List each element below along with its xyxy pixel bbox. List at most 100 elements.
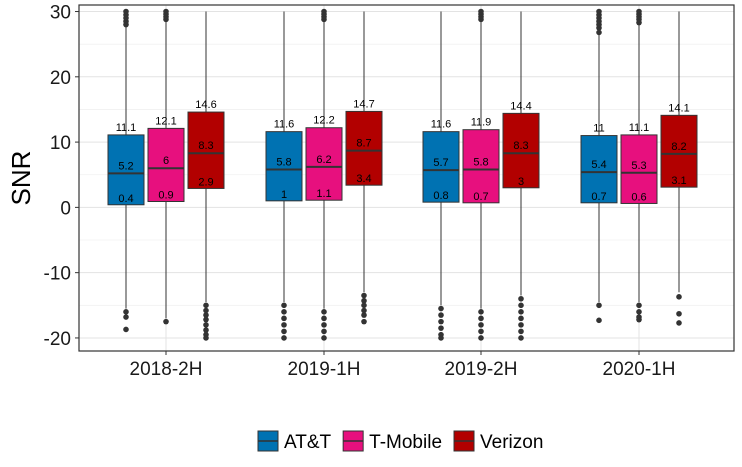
box-iqr [345, 110, 383, 186]
q3-label: 11.1 [629, 122, 650, 134]
outlier-point [361, 307, 367, 314]
q3-label: 14.6 [195, 99, 216, 111]
outlier-point [281, 328, 287, 335]
q3-label: 12.1 [155, 115, 176, 127]
box-t-mobile-2018-2H: 12.1 6 0.9 [147, 8, 185, 325]
outlier-point [203, 302, 209, 309]
outlier-point [518, 302, 524, 309]
legend-item-t-mobile: T-Mobile [342, 430, 442, 453]
q3-label: 14.7 [353, 98, 374, 110]
outlier-point [321, 335, 327, 341]
median-label: 5.8 [276, 157, 291, 169]
outlier-point [518, 335, 524, 341]
outlier-point [438, 335, 444, 341]
box-at-t-2020-1H: 11 5.4 0.7 [580, 8, 618, 324]
outlier-point [478, 322, 484, 328]
outlier-point [636, 8, 642, 15]
outlier-point [163, 8, 169, 15]
q1-label: 2.9 [198, 176, 213, 188]
box-verizon-2018-2H: 14.6 8.3 2.9 [187, 11, 225, 341]
outlier-point [596, 8, 602, 15]
box-iqr [422, 131, 460, 203]
q1-label: 0.7 [591, 191, 606, 203]
outlier-point [478, 315, 484, 322]
box-at-t-2018-2H: 11.1 5.2 0.4 [107, 8, 145, 333]
box-iqr [502, 112, 540, 189]
outlier-point [321, 309, 327, 315]
median-label: 5.2 [118, 160, 133, 172]
outlier-point [203, 322, 209, 328]
outlier-point [676, 320, 682, 326]
median-label: 5.4 [591, 159, 606, 171]
legend-item-verizon: Verizon [453, 430, 543, 453]
box-t-mobile-2019-1H: 12.2 6.2 1.1 [305, 8, 343, 341]
outlier-point [518, 309, 524, 315]
q1-label: 0.7 [473, 191, 488, 203]
outlier-point [203, 335, 209, 341]
outlier-point [596, 302, 602, 309]
outlier-point [518, 315, 524, 322]
y-tick-label: 10 [50, 133, 71, 154]
outlier-point [203, 316, 209, 323]
outlier-point [438, 312, 444, 318]
outlier-point [636, 309, 642, 315]
median-label: 8.3 [513, 140, 528, 152]
median-label: 8.2 [671, 141, 686, 153]
y-axis: -20 -10 0 10 20 30 [44, 3, 79, 350]
outlier-point [123, 8, 129, 15]
box-at-t-2019-1H: 11.6 5.8 1 [265, 11, 303, 341]
box-t-mobile-2019-2H: 11.9 5.8 0.7 [462, 8, 500, 341]
y-tick-label: -20 [44, 329, 71, 350]
y-tick-label: -10 [44, 264, 71, 285]
outlier-point [361, 312, 367, 318]
median-label: 8.7 [356, 138, 371, 150]
outlier-point [478, 309, 484, 315]
q3-label: 11.6 [431, 119, 452, 131]
outlier-point [438, 325, 444, 331]
q1-label: 0.4 [118, 193, 133, 205]
q3-label: 12.2 [313, 115, 334, 127]
box-t-mobile-2020-1H: 11.1 5.3 0.6 [620, 8, 658, 323]
x-tick-label: 2019-2H [445, 359, 518, 380]
x-tick-label: 2019-1H [288, 359, 361, 380]
box-verizon-2020-1H: 14.1 8.2 3.1 [660, 11, 698, 326]
outlier-point [518, 328, 524, 335]
outlier-point [518, 295, 524, 302]
y-axis-title: SNR [6, 151, 36, 206]
outlier-point [596, 317, 602, 324]
legend-item-at-t: AT&T [257, 430, 332, 453]
x-tick-label: 2018-2H [130, 359, 203, 380]
outlier-point [636, 302, 642, 309]
outlier-point [518, 322, 524, 328]
outlier-point [203, 307, 209, 314]
legend-label: T-Mobile [369, 432, 442, 453]
outlier-point [361, 318, 367, 325]
x-tick-label: 2020-1H [603, 359, 676, 380]
outlier-point [123, 309, 129, 315]
box-iqr [107, 134, 145, 206]
box-iqr [147, 127, 185, 203]
q3-label: 11.9 [471, 117, 492, 129]
outlier-point [203, 327, 209, 333]
box-iqr [660, 114, 698, 188]
q1-label: 1 [281, 189, 287, 201]
q1-label: 0.9 [158, 190, 173, 202]
box-verizon-2019-2H: 14.4 8.3 3 [502, 11, 540, 341]
outlier-point [596, 29, 602, 36]
outlier-point [676, 294, 682, 300]
outlier-point [636, 316, 642, 323]
x-axis: 2018-2H 2019-1H 2019-2H 2020-1H [130, 351, 676, 380]
outlier-point [281, 315, 287, 322]
outlier-point [361, 302, 367, 309]
outlier-point [203, 312, 209, 318]
outlier-point [438, 318, 444, 325]
median-label: 8.3 [198, 140, 213, 152]
outlier-point [478, 328, 484, 335]
panel-border [78, 4, 735, 352]
outlier-point [321, 315, 327, 322]
outlier-point [321, 8, 327, 15]
outlier-point [321, 322, 327, 328]
y-tick-label: 0 [60, 198, 71, 219]
legend-label: Verizon [480, 432, 543, 453]
